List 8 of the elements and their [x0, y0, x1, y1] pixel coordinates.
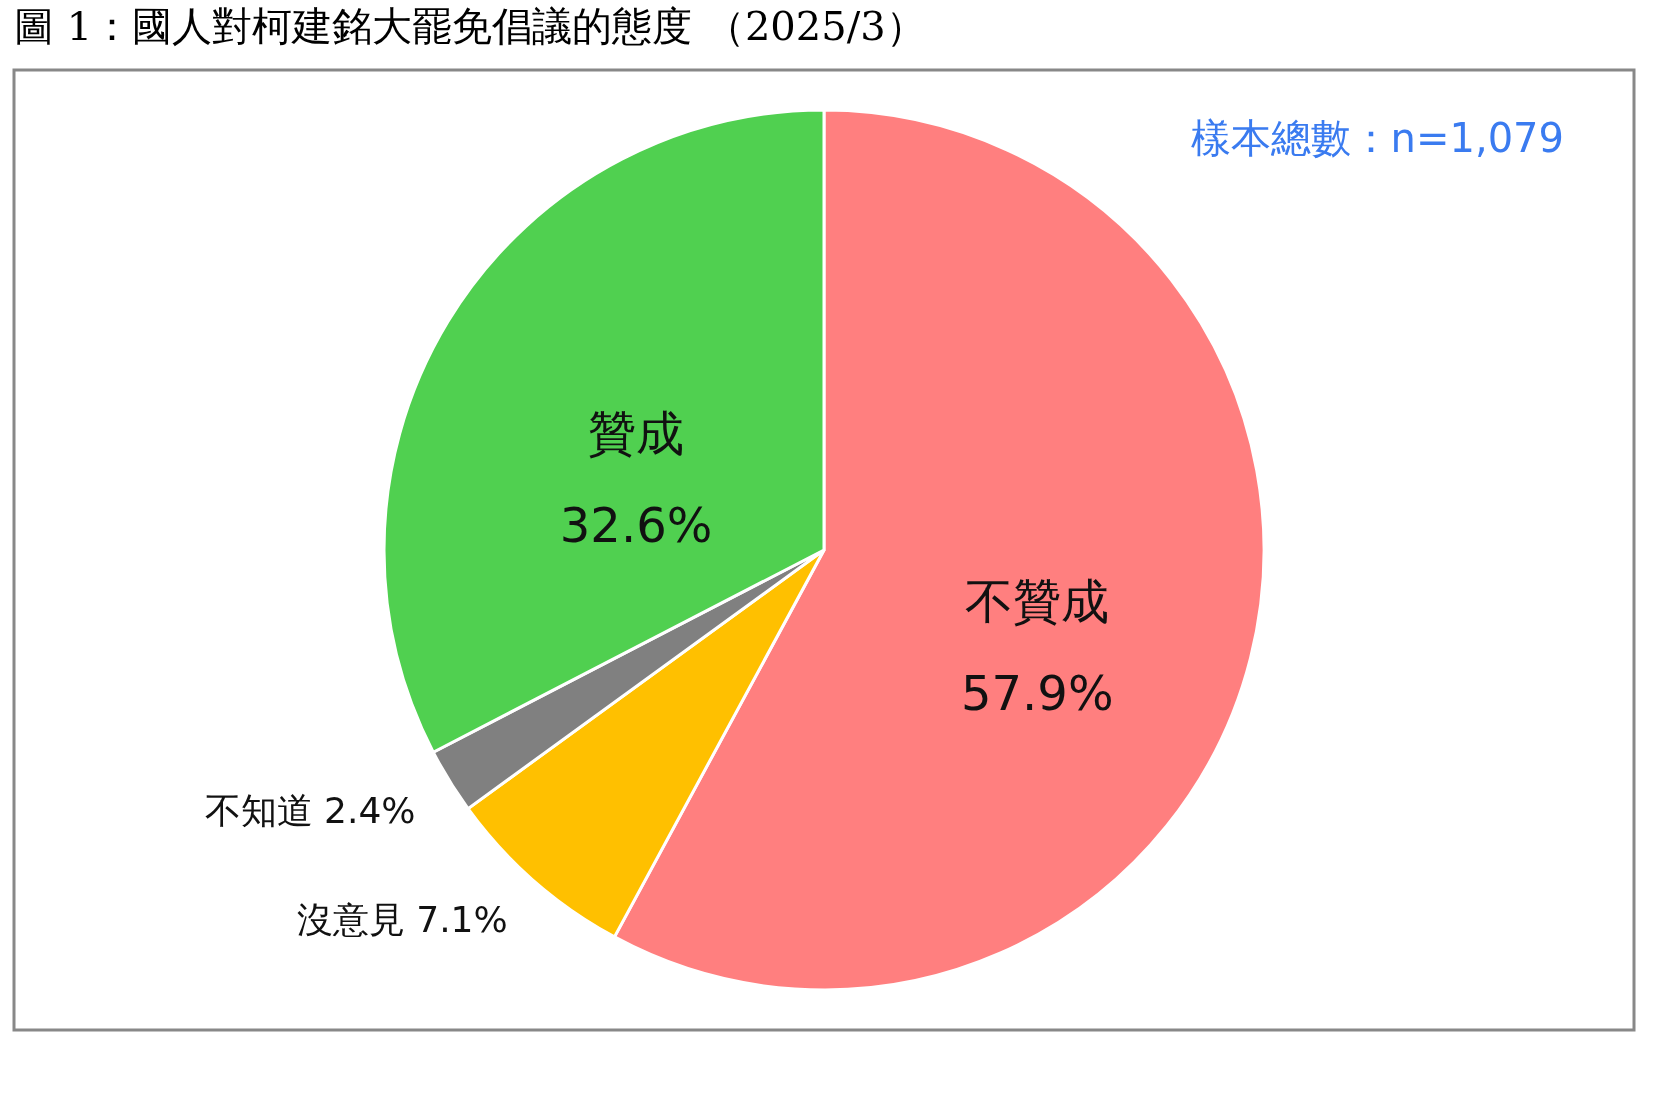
text: 樣本總數：n=1,079 [1190, 115, 1564, 161]
slice-label: 贊成 [588, 404, 685, 461]
data-label: 32.6% [559, 496, 713, 553]
slice-label: 沒意見 7.1% [296, 899, 508, 941]
slice-label: 不贊成 [965, 573, 1110, 630]
slice-label: 不知道 2.4% [204, 790, 416, 832]
chart-title: 圖 1：國人對柯建銘大罷免倡議的態度 （2025/3） [14, 3, 926, 49]
data-label: 57.9% [961, 665, 1114, 722]
